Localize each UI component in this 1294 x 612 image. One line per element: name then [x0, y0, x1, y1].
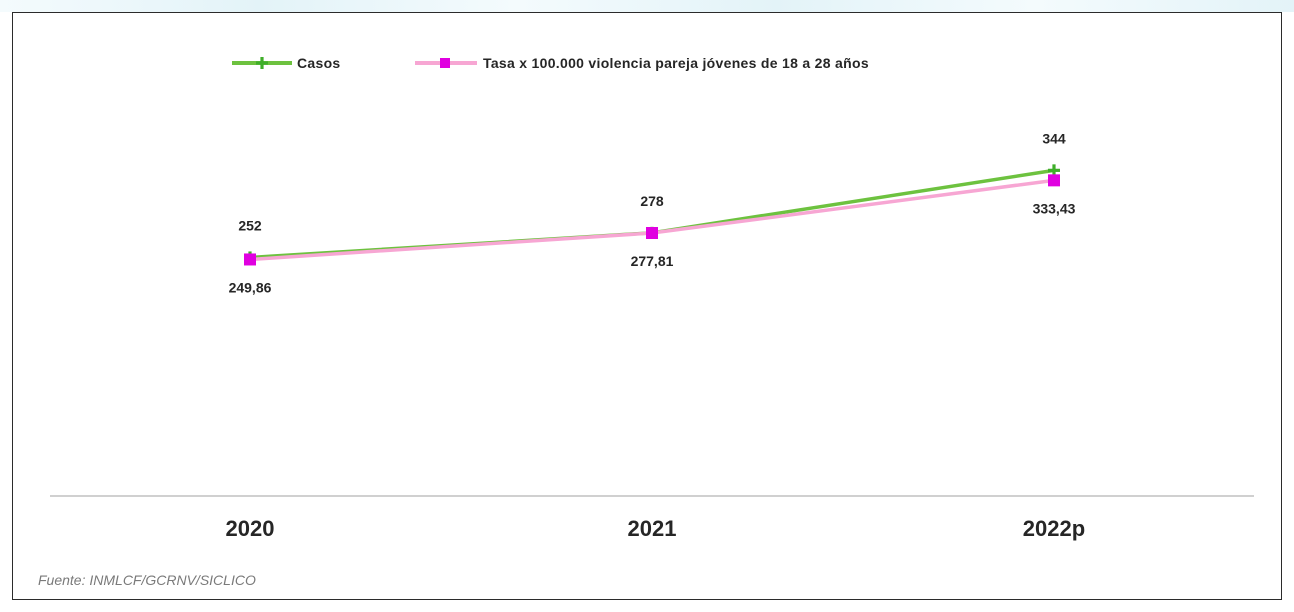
legend-marker-tasa [440, 58, 450, 68]
data-label-tasa: 249,86 [229, 279, 272, 295]
data-label-tasa: 333,43 [1033, 200, 1076, 216]
watermark-band [0, 0, 1294, 12]
data-point-tasa [1048, 174, 1060, 187]
data-label-casos: 252 [238, 217, 262, 233]
x-tick-label: 2021 [628, 516, 677, 541]
legend-label-casos: Casos [297, 55, 341, 71]
data-point-tasa [244, 253, 256, 266]
chart-frame [12, 12, 1282, 600]
legend-marker-casos [256, 57, 268, 69]
x-tick-label: 2022p [1023, 516, 1085, 541]
x-tick-label: 2020 [226, 516, 275, 541]
data-label-casos: 278 [640, 193, 664, 209]
data-label-tasa: 277,81 [631, 253, 674, 269]
data-point-casos [1048, 164, 1060, 177]
legend-label-tasa: Tasa x 100.000 violencia pareja jóvenes … [483, 55, 869, 71]
data-label-casos: 344 [1042, 130, 1066, 146]
series-line-casos [249, 168, 1055, 260]
data-point-tasa [646, 227, 658, 240]
source-note: Fuente: INMLCF/GCRNV/SICLICO [38, 572, 256, 588]
